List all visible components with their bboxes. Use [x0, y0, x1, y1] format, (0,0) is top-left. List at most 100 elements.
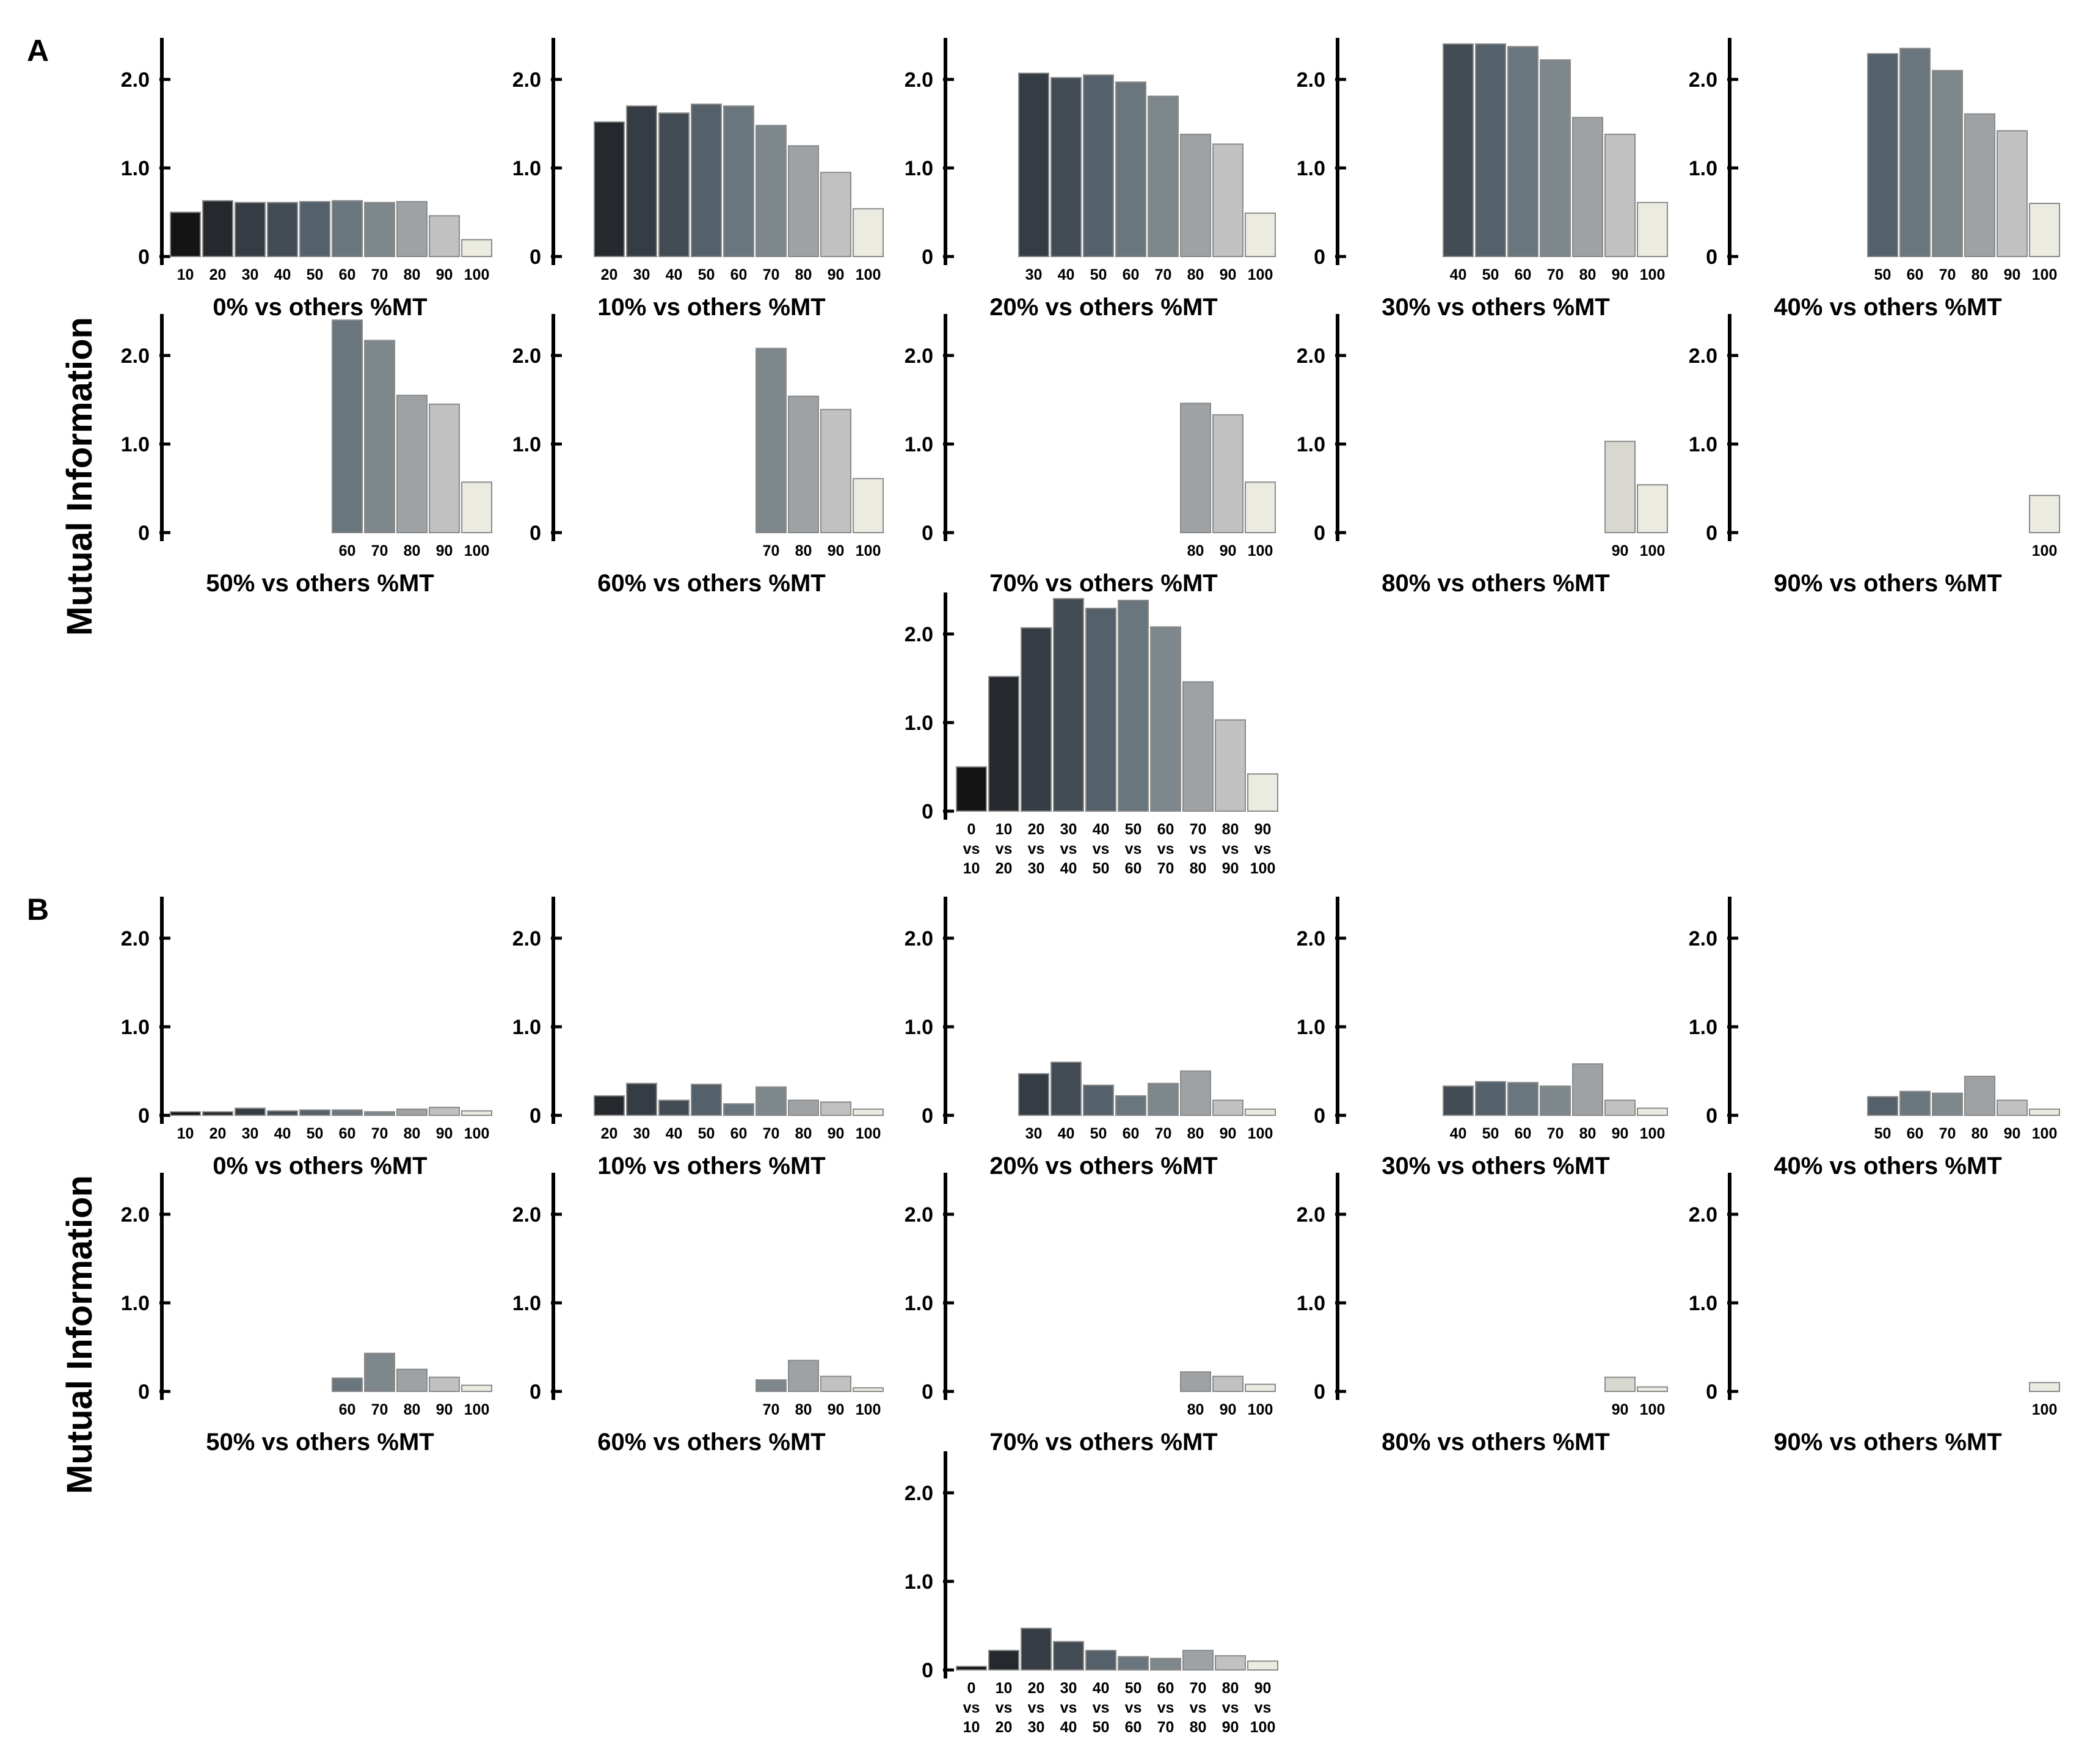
- category-label: 40: [666, 1125, 683, 1142]
- bar-90: [429, 1106, 460, 1116]
- y-tick-label: 1.0: [1297, 157, 1325, 180]
- bar-70: [756, 125, 787, 257]
- category-label: 40: [1060, 1719, 1077, 1736]
- category-label: 100: [464, 1401, 490, 1418]
- category-label: 40: [666, 266, 683, 283]
- category-label: 90: [1612, 542, 1629, 559]
- bar-90: [1997, 1099, 2028, 1116]
- category-label: 80: [1579, 266, 1597, 283]
- category-label: 90: [1254, 821, 1272, 838]
- category-label: 100: [1640, 1401, 1666, 1418]
- bar-0: [956, 766, 987, 812]
- category-label: 70: [1155, 1125, 1172, 1142]
- bar-80: [1572, 1063, 1603, 1117]
- bar-80: [396, 1108, 428, 1116]
- panel-label-b: B: [27, 892, 49, 927]
- bar-80: [396, 395, 428, 533]
- chart-title: 40% vs others %MT: [1774, 1153, 2001, 1179]
- bar-60: [723, 1103, 754, 1117]
- category-label: 60: [730, 1125, 748, 1142]
- category-label: 80: [1187, 266, 1204, 283]
- y-tick-label: 2.0: [1689, 927, 1717, 950]
- category-label: 50: [698, 1125, 715, 1142]
- bar-40: [1050, 77, 1082, 257]
- y-tick-label: 2.0: [121, 344, 150, 368]
- category-label: 60: [1515, 1125, 1532, 1142]
- y-tick-label: 2.0: [1689, 344, 1717, 368]
- bar-10: [988, 1650, 1019, 1671]
- y-tick-label: 1.0: [512, 1292, 541, 1315]
- y-tick-label: 2.0: [905, 68, 933, 92]
- y-tick-label: 1.0: [1297, 433, 1325, 456]
- category-label: 100: [856, 266, 881, 283]
- bar-90: [1604, 1099, 1636, 1116]
- bar-50: [1475, 43, 1506, 257]
- bar-90: [1212, 414, 1243, 534]
- bar-40: [267, 202, 298, 257]
- category-label: 80: [1190, 1719, 1207, 1736]
- category-label: 50: [1090, 1125, 1107, 1142]
- bar-40: [1085, 1650, 1116, 1671]
- category-label: 90: [1220, 266, 1237, 283]
- category-label: 90: [1220, 1125, 1237, 1142]
- bar-70: [1540, 59, 1571, 257]
- bar-60: [1150, 1658, 1181, 1671]
- bar-0: [956, 1666, 987, 1671]
- chart-title: 90% vs others %MT: [1774, 1429, 2001, 1456]
- bar-100: [1637, 484, 1668, 534]
- category-label: 100: [1640, 266, 1666, 283]
- bar-70: [1932, 70, 1963, 257]
- bar-80: [1215, 1655, 1246, 1671]
- category-label: vs: [1254, 1699, 1272, 1716]
- chart-b-7: 0 1.0 2.0 80 90 100 70% vs others %MT: [905, 1173, 1276, 1456]
- category-label: 100: [1248, 542, 1273, 559]
- category-label: 90: [436, 1401, 453, 1418]
- bar-50: [1118, 599, 1149, 812]
- y-tick-label: 0: [1706, 522, 1717, 545]
- bar-100: [2029, 1382, 2060, 1392]
- category-label: 70: [1155, 266, 1172, 283]
- category-label: 100: [1248, 1401, 1273, 1418]
- bar-60: [332, 200, 363, 257]
- y-tick-label: 2.0: [1297, 68, 1325, 92]
- y-tick-label: 1.0: [1297, 1016, 1325, 1039]
- bar-30: [1053, 1641, 1084, 1671]
- category-label: 50: [698, 266, 715, 283]
- bar-70: [756, 1379, 787, 1392]
- category-label: 50: [1482, 266, 1499, 283]
- bar-30: [626, 105, 657, 257]
- bar-20: [594, 1095, 625, 1116]
- bar-10: [170, 1111, 201, 1116]
- bar-20: [1021, 1627, 1052, 1671]
- y-tick-label: 2.0: [905, 1203, 933, 1226]
- chart-b-1: 0 1.0 2.0 20 30 40 50 60 70 80 90 100 10% vs others …: [512, 897, 884, 1179]
- bar-30: [626, 1082, 657, 1117]
- bar-100: [2029, 1108, 2060, 1116]
- category-label: vs: [963, 840, 980, 858]
- category-label: 100: [1250, 1719, 1276, 1736]
- category-label: 40: [1093, 1680, 1110, 1697]
- bar-90: [429, 215, 460, 257]
- y-tick-label: 2.0: [1297, 344, 1325, 368]
- chart-a-3: 0 1.0 2.0 40 50 60 70 80 90 100 30% vs others %MT: [1297, 38, 1668, 321]
- category-label: 100: [2032, 1401, 2058, 1418]
- category-label: 30: [242, 1125, 259, 1142]
- category-label: vs: [1093, 1699, 1110, 1716]
- category-label: vs: [996, 840, 1013, 858]
- category-label: 90: [436, 542, 453, 559]
- category-label: 100: [2032, 542, 2058, 559]
- chart-title: 30% vs others %MT: [1382, 294, 1609, 321]
- category-label: 90: [1254, 1680, 1272, 1697]
- bar-90: [820, 1376, 851, 1393]
- chart-b-8: 0 1.0 2.0 90 100 80% vs others %MT: [1297, 1173, 1668, 1456]
- category-label: vs: [1028, 1699, 1045, 1716]
- bar-60: [723, 105, 754, 257]
- category-label: 100: [856, 1125, 881, 1142]
- chart-a-2: 0 1.0 2.0 30 40 50 60 70 80 90 100 20% vs others %M…: [905, 38, 1276, 321]
- y-tick-label: 2.0: [512, 927, 541, 950]
- category-label: 90: [2004, 1125, 2021, 1142]
- chart-title: 20% vs others %MT: [989, 294, 1217, 321]
- chart-title: 10% vs others %MT: [597, 294, 825, 321]
- bar-40: [267, 1110, 298, 1116]
